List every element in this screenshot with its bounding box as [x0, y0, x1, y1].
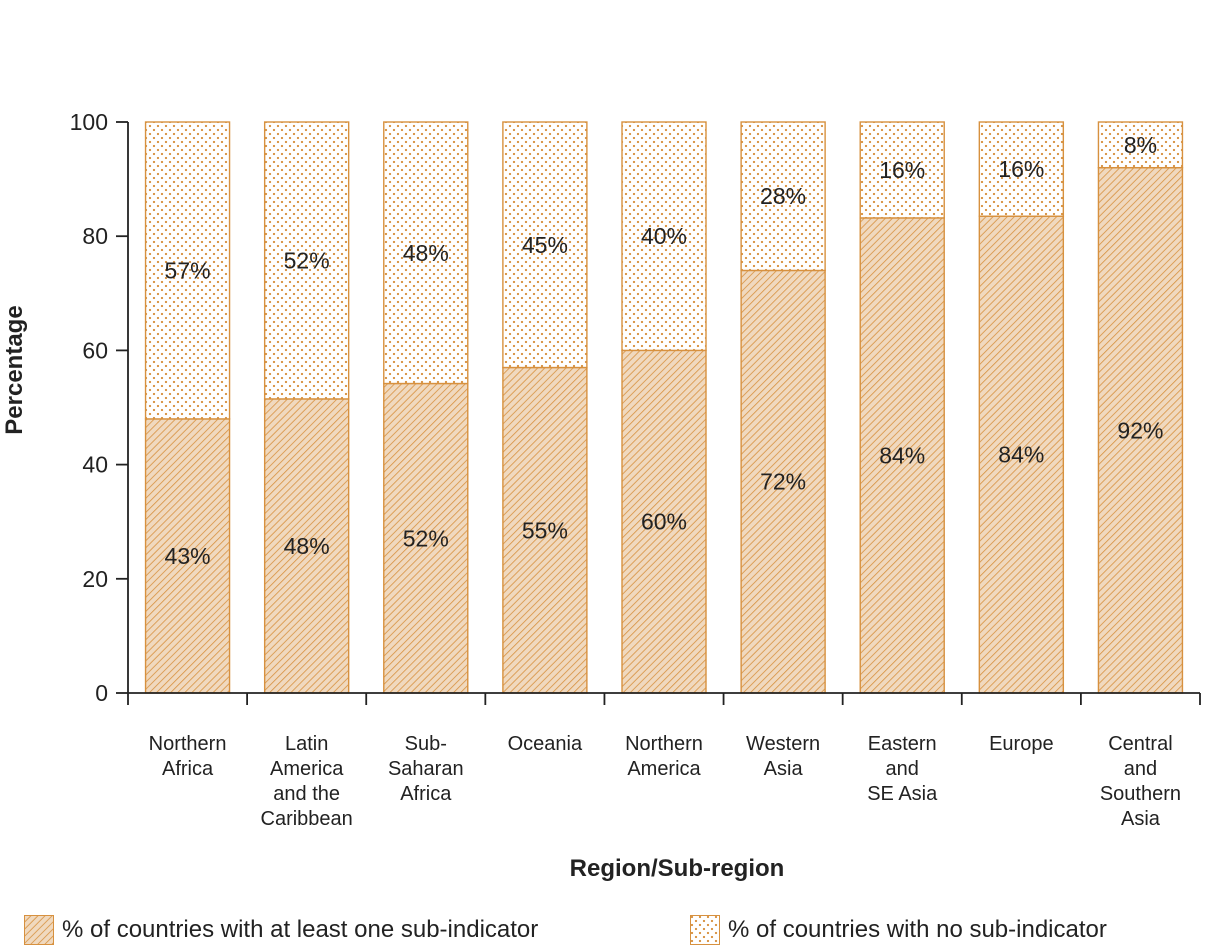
data-label-with-0: 43%	[165, 543, 211, 569]
category-label-0: Northern Africa	[149, 733, 227, 780]
axes-group: Northern Africa Latin America and the Caribbe…	[70, 109, 1201, 830]
category-label-4: Northern America	[625, 733, 703, 780]
y-tick-label-80: 80	[82, 223, 108, 249]
bar-with-sub-indicator-8	[1097, 166, 1184, 694]
category-label-5: Western Asia	[746, 733, 820, 780]
bar-no-sub-indicator-1	[263, 121, 350, 400]
data-label-without-3: 45%	[522, 232, 568, 258]
bar-with-sub-indicator-0	[144, 418, 231, 694]
category-label-7: Europe	[989, 733, 1054, 755]
bar-no-sub-indicator-2	[383, 121, 469, 385]
y-tick-label-60: 60	[82, 337, 108, 363]
bar-no-sub-indicator-8	[1097, 121, 1184, 169]
category-label-1: Latin America and the Caribbean	[261, 733, 353, 830]
category-label-3: Oceania	[508, 733, 583, 755]
y-tick-label-20: 20	[82, 566, 108, 592]
bar-no-sub-indicator-0	[144, 121, 231, 420]
data-label-without-7: 16%	[998, 156, 1044, 182]
bar-no-sub-indicator-6	[859, 121, 945, 219]
legend-item-dotted: % of countries with no sub-indicator	[690, 910, 1107, 950]
y-tick-label-100: 100	[70, 109, 108, 135]
data-label-with-8: 92%	[1117, 417, 1163, 443]
legend-label-dotted: % of countries with no sub-indicator	[728, 916, 1107, 943]
bar-with-sub-indicator-2	[383, 382, 469, 694]
legend-label-hatched: % of countries with at least one sub-ind…	[62, 916, 539, 943]
data-label-without-8: 8%	[1124, 132, 1157, 158]
data-label-without-5: 28%	[760, 183, 806, 209]
data-label-with-5: 72%	[760, 469, 806, 495]
y-tick-label-0: 0	[95, 680, 108, 706]
data-label-with-3: 55%	[522, 517, 568, 543]
data-label-without-2: 48%	[403, 240, 449, 266]
data-label-with-2: 52%	[403, 525, 449, 551]
data-label-without-6: 16%	[879, 157, 925, 183]
bar-with-sub-indicator-6	[859, 217, 945, 694]
data-label-with-6: 84%	[879, 442, 925, 468]
data-label-without-4: 40%	[641, 223, 687, 249]
data-label-with-4: 60%	[641, 509, 687, 535]
data-label-with-1: 48%	[284, 533, 330, 559]
data-label-without-1: 52%	[284, 247, 330, 273]
bar-no-sub-indicator-3	[502, 121, 588, 369]
data-label-with-7: 84%	[998, 442, 1044, 468]
bar-no-sub-indicator-5	[740, 121, 826, 272]
category-label-8: Central and Southern Asia	[1100, 733, 1181, 830]
value-labels-group: 43% 57% 48% 52% 52% 48% 55% 45% 60% 40% 72% 28% 84% 1…	[165, 132, 1164, 569]
legend-swatch-hatched	[24, 915, 54, 945]
bar-no-sub-indicator-7	[978, 121, 1065, 217]
y-tick-label-40: 40	[82, 452, 108, 478]
legend-item-hatched: % of countries with at least one sub-ind…	[24, 910, 538, 950]
x-axis-title: Region/Sub-region	[570, 855, 785, 882]
data-label-without-0: 57%	[165, 257, 211, 283]
legend-swatch-dotted	[690, 915, 720, 945]
y-axis-title: Percentage	[1, 305, 28, 434]
bar-no-sub-indicator-4	[621, 121, 707, 352]
bar-with-sub-indicator-7	[978, 215, 1065, 694]
bar-with-sub-indicator-5	[740, 269, 826, 694]
category-label-6: Eastern and SE Asia	[867, 733, 938, 805]
category-label-2: Sub-Saharan Africa	[388, 733, 464, 805]
bars-group	[144, 121, 1184, 694]
